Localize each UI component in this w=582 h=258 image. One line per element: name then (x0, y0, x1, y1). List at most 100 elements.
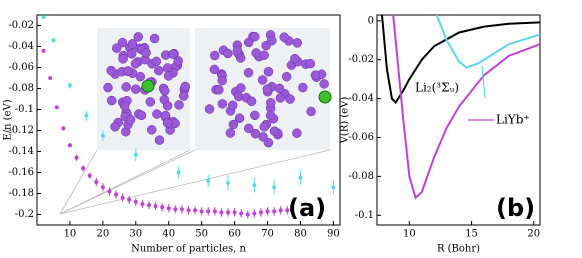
y-axis-label: V(R) (eV) (340, 97, 351, 145)
y-tick-label: -0.1 (355, 210, 374, 221)
point (107, 189, 112, 194)
atom (292, 38, 303, 48)
atom (141, 48, 151, 58)
x-tick-label: 20 (97, 229, 110, 240)
point (48, 76, 53, 80)
point (258, 210, 263, 215)
atom (214, 85, 224, 95)
connector (59, 149, 196, 215)
atom (250, 128, 261, 139)
point (252, 183, 257, 188)
x-tick-label: 30 (129, 229, 142, 240)
atom (265, 110, 276, 121)
atom (281, 71, 292, 82)
atom (178, 91, 189, 101)
atom (111, 43, 122, 53)
y-tick-label: 0 (368, 15, 374, 26)
x-tick-label: 60 (228, 229, 241, 240)
atom (204, 104, 215, 114)
atom (233, 91, 244, 102)
point (84, 113, 89, 118)
curve (380, 15, 540, 105)
atom (123, 66, 133, 76)
point (219, 210, 224, 215)
plot-frame (36, 14, 341, 226)
atom (162, 118, 173, 128)
point (41, 48, 46, 53)
point (252, 211, 257, 216)
point (81, 166, 86, 171)
atom (263, 66, 274, 77)
atom (110, 122, 120, 132)
point (272, 185, 277, 190)
point (239, 211, 244, 216)
atom (209, 64, 220, 75)
atom (106, 65, 116, 76)
atom (257, 75, 268, 85)
annotation: LiYb⁺ (496, 113, 530, 127)
atom (263, 137, 274, 148)
point (153, 204, 158, 209)
atom (305, 58, 316, 69)
y-tick-label: -0.18 (8, 188, 34, 199)
atom (127, 39, 138, 49)
atom (227, 100, 238, 111)
atom (173, 56, 183, 66)
atom (136, 110, 147, 121)
y-tick-label: -0.06 (8, 62, 34, 73)
x-tick-label: 10 (403, 229, 416, 240)
point (278, 208, 283, 213)
x-tick-label: 90 (327, 229, 340, 240)
x-tick-label: 10 (64, 229, 77, 240)
x-tick-label: 80 (294, 229, 307, 240)
atom (292, 128, 302, 138)
atom (154, 65, 164, 76)
connector (59, 149, 98, 215)
x-tick-label: 20 (527, 229, 540, 240)
atom (290, 53, 300, 64)
y-tick-label: -0.02 (348, 54, 374, 65)
atom (217, 99, 228, 109)
atom (310, 70, 321, 80)
point (298, 175, 303, 180)
atom (246, 96, 257, 107)
atom (149, 33, 160, 44)
atom (267, 35, 277, 46)
point (133, 199, 138, 204)
atom (130, 58, 141, 69)
atom (119, 100, 130, 111)
curve (392, 15, 540, 200)
point (193, 208, 198, 213)
atom (125, 114, 136, 125)
point (120, 195, 125, 200)
y-axis-label: E/n (eV) (3, 99, 14, 140)
atom (210, 50, 220, 61)
y-tick-label: -0.2 (15, 209, 34, 220)
atom (162, 101, 173, 111)
point (179, 207, 184, 212)
point (331, 185, 336, 190)
x-tick-label: 50 (195, 229, 208, 240)
atom (243, 67, 254, 78)
atom (121, 82, 131, 92)
point (206, 178, 211, 183)
point (74, 155, 79, 160)
annotation: Li₂(³Σᵤ) (415, 81, 459, 95)
point (226, 210, 231, 215)
point (160, 205, 165, 210)
x-axis-label: R (Bohr) (437, 244, 480, 255)
atom (106, 95, 117, 106)
point (232, 210, 237, 215)
atom (217, 75, 227, 86)
atom (154, 135, 165, 145)
atom (274, 83, 285, 94)
atom (160, 86, 170, 96)
point (41, 15, 46, 20)
atom (225, 128, 236, 138)
y-tick-label: -0.1 (15, 104, 34, 115)
atom (228, 119, 239, 130)
atom (152, 109, 162, 119)
atom (146, 125, 157, 135)
atom (269, 126, 280, 136)
point (61, 126, 66, 131)
